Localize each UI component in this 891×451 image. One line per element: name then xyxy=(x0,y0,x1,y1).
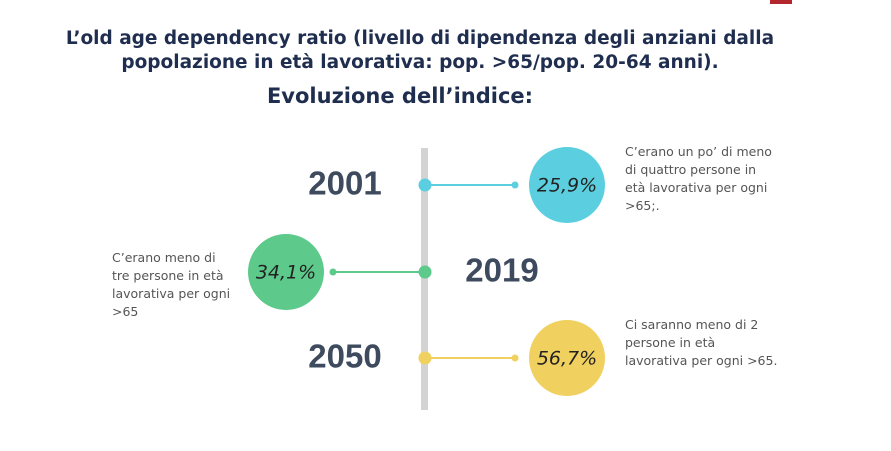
description-line: età lavorativa per ogni xyxy=(625,180,767,195)
description-line: lavorativa per ogni >65. xyxy=(625,353,777,368)
value-label: 56,7% xyxy=(537,348,597,370)
title-line: popolazione in età lavorativa: pop. >65/… xyxy=(121,52,718,73)
value-label: 25,9% xyxy=(537,175,597,197)
axis-dot xyxy=(418,351,432,365)
year-label: 2001 xyxy=(308,165,381,202)
year-label: 2019 xyxy=(465,252,538,289)
value-bubble xyxy=(248,234,324,310)
description-line: >65 xyxy=(112,304,138,319)
description-line: di quattro persone in xyxy=(625,162,756,177)
end-dot xyxy=(511,354,519,362)
end-dot xyxy=(511,181,519,189)
description-line: tre persone in età xyxy=(112,268,224,283)
description-line: >65;. xyxy=(625,198,660,213)
description-line: Ci saranno meno di 2 xyxy=(625,317,758,332)
axis-dot xyxy=(418,265,432,279)
axis-dot xyxy=(418,178,432,192)
value-bubble xyxy=(529,320,605,396)
end-dot xyxy=(329,268,337,276)
timeline-axis xyxy=(421,148,428,410)
year-label: 2050 xyxy=(308,338,381,375)
description-line: C’erano un po’ di meno xyxy=(625,144,772,159)
corner-mark xyxy=(770,0,792,4)
subtitle: Evoluzione dell’indice: xyxy=(267,84,533,108)
description-line: persone in età xyxy=(625,335,715,350)
description-line: C’erano meno di xyxy=(112,250,216,265)
value-bubble xyxy=(529,147,605,223)
title-line: L’old age dependency ratio (livello di d… xyxy=(66,28,774,49)
value-label: 34,1% xyxy=(256,262,316,284)
description-line: lavorativa per ogni xyxy=(112,286,230,301)
